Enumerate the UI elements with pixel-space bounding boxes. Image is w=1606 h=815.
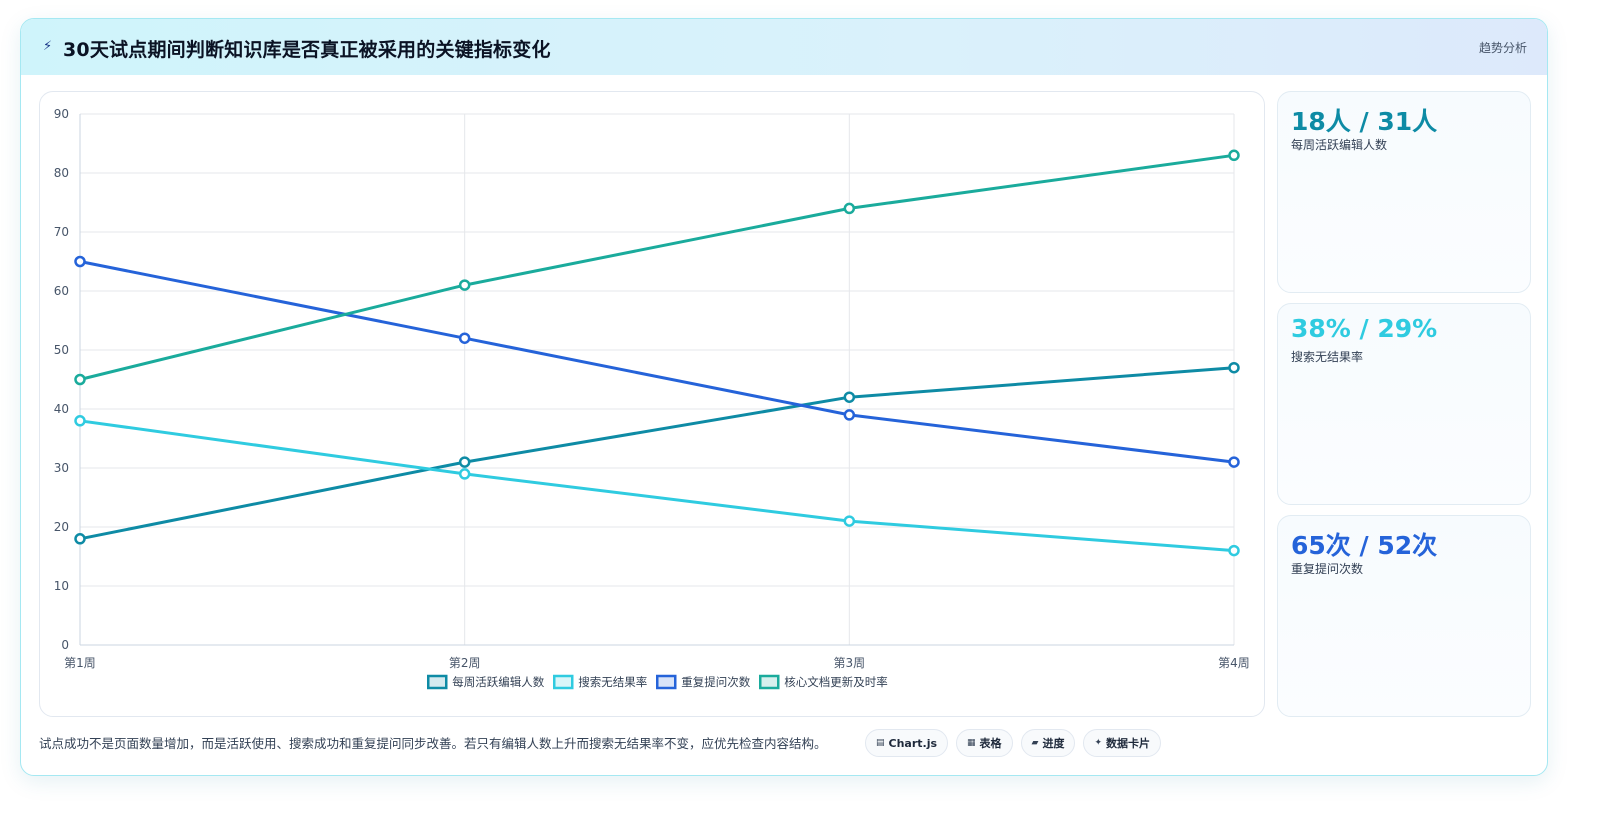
legend-label: 搜索无结果率 (578, 675, 647, 689)
data-point (843, 515, 856, 527)
data-point (1228, 149, 1240, 162)
data-point (74, 373, 86, 386)
data-point (458, 332, 471, 344)
data-point (458, 279, 471, 291)
progress-icon: ▰ (1031, 738, 1039, 748)
kpi-label: 每周活跃编辑人数 (1291, 138, 1388, 152)
y-tick-label: 70 (54, 225, 69, 239)
data-point (843, 202, 856, 215)
x-tick-label: 第4周 (1218, 656, 1250, 670)
y-tick-label: 90 (54, 107, 69, 121)
data-point (1228, 456, 1240, 468)
bolt-icon: ⚡ (43, 39, 53, 54)
y-tick-label: 50 (54, 343, 69, 357)
pill-label: 数据卡片 (1106, 737, 1151, 750)
table-icon: ▦ (967, 738, 976, 748)
kpi-label: 重复提问次数 (1291, 562, 1364, 576)
pill-progress[interactable]: ▰ 进度 (1020, 729, 1076, 757)
legend-label: 重复提问次数 (681, 675, 750, 689)
dashboard-panel: ⚡ 30天试点期间判断知识库是否真正被采用的关键指标变化 趋势分析 0 10 20 3… (20, 18, 1548, 776)
x-tick-label: 第2周 (449, 656, 481, 670)
y-tick-label: 0 (61, 638, 69, 652)
trend-analysis-tag: 趋势分析 (1478, 41, 1527, 55)
kpi-card-repeat-questions: 65次 / 52次 重复提问次数 (1277, 515, 1531, 717)
legend-swatch (656, 674, 677, 690)
y-tick-label: 40 (54, 402, 69, 416)
chart-icon: ▤ (876, 738, 885, 748)
legend-label: 核心文档更新及时率 (784, 675, 888, 689)
footer-note: 试点成功不是页面数量增加，而是活跃使用、搜索成功和重复提问同步改善。若只有编辑人… (39, 736, 827, 751)
y-tick-label: 60 (54, 284, 69, 298)
kpi-card-no-result-rate: 38% / 29% 搜索无结果率 (1277, 303, 1531, 505)
kpi-card-active-editors: 18人 / 31人 每周活跃编辑人数 (1277, 91, 1531, 293)
page-title: 30天试点期间判断知识库是否真正被采用的关键指标变化 (63, 39, 551, 61)
series-line (79, 366, 1235, 541)
series-line (79, 153, 1235, 381)
legend-swatch (427, 674, 448, 690)
data-point (843, 391, 856, 403)
kpi-label: 搜索无结果率 (1291, 350, 1364, 364)
x-tick-label: 第1周 (64, 656, 96, 670)
data-point (74, 255, 86, 268)
view-switcher: ▤ Chart.js ▦ 表格 ▰ 进度 ✦ 数据卡片 (865, 729, 1162, 757)
legend-label: 每周活跃编辑人数 (452, 675, 544, 689)
data-point (1228, 544, 1240, 557)
data-point (74, 533, 86, 545)
data-point (74, 415, 86, 427)
panel-header: ⚡ 30天试点期间判断知识库是否真正被采用的关键指标变化 趋势分析 (21, 19, 1547, 75)
data-point (458, 456, 471, 468)
y-tick-label: 80 (54, 166, 69, 180)
pill-label: 进度 (1042, 737, 1065, 750)
y-tick-label: 10 (54, 579, 69, 593)
y-tick-label: 30 (54, 461, 69, 475)
pill-data-card[interactable]: ✦ 数据卡片 (1083, 729, 1162, 757)
pill-table[interactable]: ▦ 表格 (956, 729, 1013, 757)
legend-swatch (553, 674, 574, 690)
series-line (79, 419, 1235, 553)
kpi-value: 38% / 29% (1291, 314, 1438, 343)
pill-label: Chart.js (888, 736, 938, 750)
pill-chartjs[interactable]: ▤ Chart.js (865, 729, 949, 757)
data-point (1228, 361, 1240, 374)
pill-label: 表格 (979, 737, 1002, 750)
data-point (458, 468, 471, 480)
y-tick-label: 20 (54, 520, 69, 534)
x-tick-label: 第3周 (834, 656, 866, 670)
series-line (79, 260, 1235, 464)
kpi-value: 18人 / 31人 (1291, 107, 1438, 136)
kpi-value: 65次 / 52次 (1291, 531, 1438, 560)
card-icon: ✦ (1094, 738, 1103, 748)
legend-swatch (759, 674, 780, 690)
data-point (843, 409, 856, 421)
line-chart-card: 0 10 20 30 40 50 60 70 80 90 第1周 第2周 第3周 第4周每周活跃编辑人数 搜… (39, 91, 1265, 717)
